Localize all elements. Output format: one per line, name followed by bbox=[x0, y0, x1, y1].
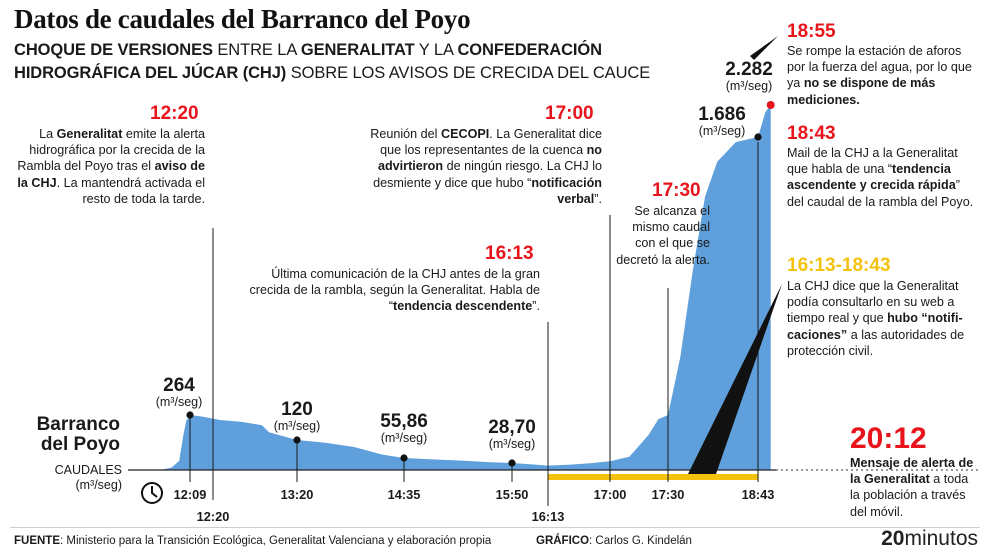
pointer-wedge-1855 bbox=[750, 36, 778, 60]
tick-label-1730: 17:30 bbox=[651, 487, 685, 502]
annotation-text-1613: Última comunicación de la CHJ antes de l… bbox=[249, 267, 540, 314]
footer-source-text: : Ministerio para la Transición Ecológic… bbox=[60, 535, 492, 547]
footer-source-label: FUENTE bbox=[14, 535, 60, 547]
subtitle-run: HIDROGRÁFICA DEL JÚCAR (CHJ) bbox=[14, 64, 287, 82]
annotation-text-1220: La Generalitat emite la alerta hidrográf… bbox=[17, 127, 205, 206]
tick-label-1435: 14:35 bbox=[387, 487, 421, 502]
clock-icon bbox=[141, 482, 163, 504]
annotation-time-1843: 18:43 bbox=[787, 123, 836, 144]
footer-divider bbox=[10, 527, 980, 528]
footer-graphic-text: : Carlos G. Kindelán bbox=[589, 535, 692, 547]
value-number: 2.282 bbox=[725, 59, 773, 80]
subtitle-line-1: CHOQUE DE VERSIONES ENTRE LA GENERALITAT… bbox=[14, 41, 602, 60]
annotation-text-1613-1843: La CHJ dice que la Generalitat podía con… bbox=[787, 279, 965, 358]
tick-label-1209: 12:09 bbox=[173, 487, 207, 502]
river-name: Barranco del Poyo bbox=[36, 414, 120, 455]
tick-label-1613: 16:13 bbox=[531, 509, 565, 524]
annotation-time-1700: 17:00 bbox=[545, 103, 594, 124]
tick-label-1843: 18:43 bbox=[741, 487, 775, 502]
value-number: 55,86 bbox=[380, 411, 428, 432]
highlight-band bbox=[548, 474, 758, 480]
data-point-1435 bbox=[400, 454, 408, 462]
tick-label-1320: 13:20 bbox=[280, 487, 314, 502]
subtitle-run: Y LA bbox=[414, 41, 458, 59]
value-unit: (m³/seg) bbox=[725, 79, 773, 93]
footer-graphic-credit: GRÁFICO: Carlos G. Kindelán bbox=[536, 535, 692, 547]
value-label-120: 120 (m³/seg) bbox=[252, 400, 342, 433]
data-point-1855 bbox=[766, 101, 775, 109]
value-label-1686: 1.686 (m³/seg) bbox=[677, 105, 767, 138]
axis-caption: CAUDALES (m³/seg) bbox=[54, 463, 122, 492]
value-number: 28,70 bbox=[488, 417, 536, 438]
annotation-time-1220: 12:20 bbox=[150, 103, 199, 124]
data-point-1320 bbox=[293, 436, 301, 444]
annotation-text-2012: Mensaje de alerta de la Generalitat a to… bbox=[850, 456, 974, 519]
tick-label-1550: 15:50 bbox=[495, 487, 529, 502]
annotation-time-1730: 17:30 bbox=[652, 180, 701, 201]
subtitle-run: CONFEDERACIÓN bbox=[457, 41, 602, 59]
tick-label-1220: 12:20 bbox=[196, 509, 230, 524]
clock-icon-hands bbox=[151, 486, 158, 498]
annotation-time-1613-1843: 16:13-18:43 bbox=[787, 255, 891, 276]
annotation-text-1855: Se rompe la estación de aforos por la fu… bbox=[787, 44, 972, 107]
value-number: 120 bbox=[281, 399, 313, 420]
data-point-1209 bbox=[186, 411, 194, 419]
tick-label-1700: 17:00 bbox=[593, 487, 627, 502]
value-label-5586: 55,86 (m³/seg) bbox=[359, 412, 449, 445]
value-unit: (m³/seg) bbox=[698, 124, 746, 138]
value-label-2282: 2.282 (m³/seg) bbox=[704, 60, 794, 93]
data-point-1550 bbox=[508, 459, 516, 467]
value-number: 264 bbox=[163, 375, 195, 396]
annotation-text-1730: Se alcanza el mismo caudal con el que se… bbox=[616, 204, 710, 267]
annotation-time-1855: 18:55 bbox=[787, 21, 836, 42]
brand-logo: 20minutos bbox=[881, 527, 978, 551]
value-unit: (m³/seg) bbox=[380, 431, 428, 445]
footer-source: FUENTE: Ministerio para la Transición Ec… bbox=[14, 535, 491, 547]
value-label-264: 264 (m³/seg) bbox=[134, 376, 224, 409]
subtitle-run: SOBRE LOS AVISOS DE CRECIDA DEL CAUCE bbox=[286, 64, 651, 82]
value-label-2870: 28,70 (m³/seg) bbox=[467, 418, 557, 451]
value-unit: (m³/seg) bbox=[155, 395, 203, 409]
page-title: Datos de caudales del Barranco del Poyo bbox=[14, 4, 471, 34]
footer-graphic-label: GRÁFICO bbox=[536, 535, 590, 547]
brand-logo-number: 20 bbox=[881, 527, 905, 550]
subtitle-line-2: HIDROGRÁFICA DEL JÚCAR (CHJ) SOBRE LOS A… bbox=[14, 64, 650, 83]
subtitle-run: GENERALITAT bbox=[300, 41, 415, 59]
value-number: 1.686 bbox=[698, 104, 746, 125]
annotation-text-1700: Reunión del CECOPI. La Generalitat dice … bbox=[370, 127, 602, 206]
value-unit: (m³/seg) bbox=[273, 419, 321, 433]
annotation-time-1613: 16:13 bbox=[485, 243, 534, 264]
annotation-text-1843: Mail de la CHJ a la Generalitat que habl… bbox=[787, 146, 974, 209]
subtitle-run: ENTRE LA bbox=[212, 41, 301, 59]
annotation-time-2012: 20:12 bbox=[850, 422, 927, 455]
subtitle-run: CHOQUE DE VERSIONES bbox=[14, 41, 213, 59]
brand-logo-text: minutos bbox=[904, 527, 978, 550]
pointer-wedge-yellow bbox=[688, 284, 782, 474]
value-unit: (m³/seg) bbox=[488, 437, 536, 451]
data-point-1843 bbox=[754, 133, 762, 141]
